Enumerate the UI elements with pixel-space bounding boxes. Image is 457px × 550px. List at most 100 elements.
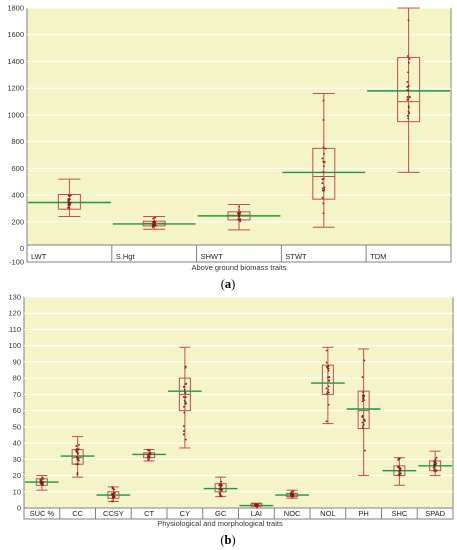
data-point	[323, 152, 325, 155]
data-point	[434, 463, 437, 466]
panel-a-caption-letter: a	[225, 277, 232, 291]
data-point	[111, 500, 114, 503]
category-label: SUC %	[30, 509, 55, 518]
panel-b: 0 10 20 30 40 50 60 70 80 90 100 110 120 130 SUC % CC C…	[8, 293, 454, 547]
data-point	[361, 394, 364, 397]
data-point	[325, 361, 328, 364]
data-point	[255, 503, 258, 506]
category-label: LWT	[31, 252, 47, 261]
y-tick-label: 200	[11, 217, 24, 226]
data-point	[40, 481, 42, 484]
data-point	[184, 400, 187, 403]
category-label: PH	[358, 509, 368, 518]
data-point	[434, 458, 437, 461]
panel-b-grid	[24, 296, 453, 509]
data-point	[434, 461, 436, 464]
data-point	[361, 421, 364, 424]
category-label: NOL	[320, 509, 335, 518]
iqr-box	[312, 147, 336, 200]
data-point	[183, 430, 185, 432]
box-stwt	[282, 93, 366, 228]
y-tick-label: 1800	[7, 4, 24, 13]
data-point	[362, 423, 365, 426]
data-point	[408, 61, 410, 64]
data-point	[322, 146, 325, 149]
data-point	[325, 387, 328, 390]
data-point	[184, 396, 187, 399]
y-tick-label: 600	[11, 164, 24, 173]
panel-b-caption: (b)	[220, 533, 235, 547]
data-point	[218, 492, 221, 495]
panel-b-plot-area	[23, 296, 454, 509]
panel-b-y-ticks: 0 10 20 30 40 50 60 70 80 90 100 110 120 130	[8, 293, 21, 513]
data-point	[407, 105, 410, 107]
y-tick-label: 30	[13, 455, 21, 464]
data-point	[112, 497, 114, 500]
data-point	[39, 478, 42, 481]
data-point	[363, 359, 366, 362]
data-point	[77, 463, 80, 465]
data-point	[148, 449, 151, 452]
data-point	[406, 96, 409, 98]
data-point	[113, 495, 116, 498]
data-point	[363, 399, 366, 402]
data-point	[321, 178, 324, 181]
data-point	[362, 391, 364, 394]
data-point	[435, 456, 438, 459]
category-label: SPAD	[425, 509, 445, 518]
panel-a-y-ticks: -100 0 200 400 600 800 1000 1200 1400 1600 1800	[7, 4, 24, 267]
data-point	[111, 486, 114, 488]
y-tick-label: 20	[13, 471, 21, 480]
data-point	[290, 492, 293, 495]
y-tick-label: 90	[13, 357, 21, 366]
data-point	[182, 425, 185, 428]
data-point	[238, 209, 240, 211]
data-point	[407, 117, 410, 120]
data-point	[361, 376, 364, 379]
data-point	[292, 490, 295, 493]
y-tick-label: 1400	[7, 57, 24, 66]
box-noc	[275, 489, 309, 499]
data-point	[67, 194, 70, 197]
data-point	[220, 483, 223, 486]
y-tick-label: 1200	[7, 84, 24, 93]
box-ct	[132, 448, 166, 462]
data-point	[69, 194, 72, 197]
data-point	[321, 182, 324, 185]
panel-b-x-axis-title: Physiological and morphological traits	[157, 519, 283, 528]
data-point	[77, 448, 79, 451]
data-point	[407, 89, 410, 92]
data-point	[364, 420, 366, 422]
panel-a-caption: (a)	[221, 277, 236, 291]
category-strip	[26, 244, 452, 263]
data-point	[220, 480, 223, 483]
data-point	[398, 474, 401, 477]
y-tick-label: 800	[11, 137, 24, 146]
data-point	[408, 58, 411, 60]
y-tick-label: 1600	[7, 30, 24, 39]
y-tick-label: 130	[8, 293, 21, 302]
category-label: SHC	[391, 509, 407, 518]
data-point	[69, 201, 72, 204]
data-point	[218, 488, 221, 491]
data-point	[361, 400, 364, 403]
data-point	[183, 405, 185, 408]
data-point	[362, 397, 364, 400]
data-point	[408, 112, 411, 115]
panel-a-boxes	[28, 7, 450, 231]
data-point	[184, 438, 187, 441]
data-point	[68, 198, 71, 201]
data-point	[151, 224, 154, 227]
data-point	[183, 388, 186, 391]
panel-b-caption-letter: b	[225, 533, 232, 547]
data-point	[361, 427, 364, 430]
data-point	[407, 19, 410, 22]
data-point	[221, 488, 223, 491]
data-point	[75, 463, 78, 466]
box-ph	[346, 348, 381, 477]
data-point	[321, 187, 324, 190]
data-point	[146, 457, 149, 459]
data-point	[327, 376, 330, 379]
data-point	[219, 485, 222, 488]
data-point	[322, 160, 325, 163]
